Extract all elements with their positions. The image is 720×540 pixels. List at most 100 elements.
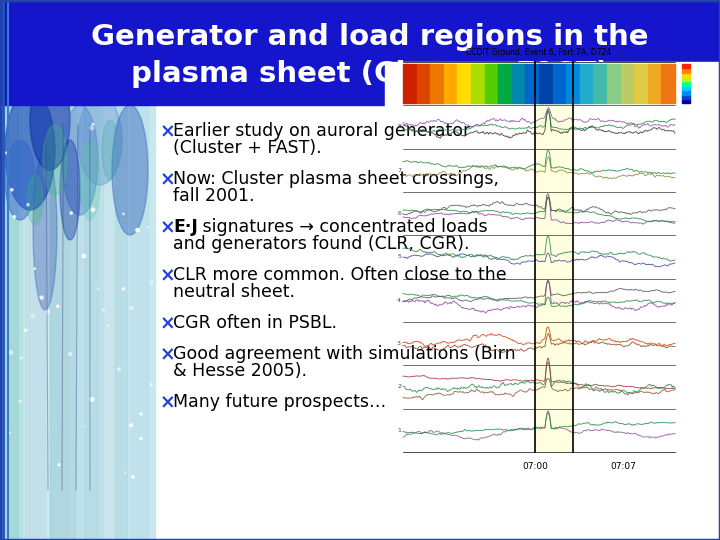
Text: 4: 4 [397,298,401,303]
Bar [658,64,662,103]
Circle shape [58,464,60,465]
Text: fall 2001.: fall 2001. [173,187,254,205]
Circle shape [150,383,152,385]
Ellipse shape [43,125,67,195]
Circle shape [57,305,59,307]
Bar [621,64,624,103]
Circle shape [118,368,120,370]
Bar [634,64,638,103]
Ellipse shape [112,105,148,235]
Ellipse shape [102,120,118,180]
Bar [566,64,570,103]
Bar [682,82,690,86]
Text: 2: 2 [397,384,401,389]
Circle shape [11,188,13,191]
Bar [100,105,120,540]
Ellipse shape [60,140,80,240]
Circle shape [130,306,133,310]
Text: 8: 8 [397,125,401,130]
Bar [454,64,458,103]
Text: CGR often in PSBL.: CGR often in PSBL. [173,314,337,332]
Bar [613,64,618,103]
Bar [431,64,434,103]
Bar [662,64,665,103]
Circle shape [20,357,22,359]
Text: Now: Cluster plasma sheet crossings,: Now: Cluster plasma sheet crossings, [173,170,499,188]
Bar [682,94,690,99]
Bar [433,64,438,103]
Bar [478,64,482,103]
Bar [617,64,621,103]
Circle shape [27,204,29,206]
Bar [532,64,536,103]
Circle shape [70,212,72,214]
Text: Many future prospects…: Many future prospects… [173,393,386,411]
Circle shape [46,310,50,313]
Circle shape [92,123,94,125]
Bar [518,64,523,103]
Circle shape [68,353,72,355]
Circle shape [9,432,10,433]
Bar [427,64,431,103]
Bar [0,105,155,540]
Text: 3: 3 [397,341,401,346]
Text: ×: × [160,393,176,412]
Circle shape [122,288,125,290]
Bar [471,64,475,103]
Bar [665,64,669,103]
Bar [467,64,472,103]
Circle shape [24,329,27,332]
Bar [512,64,516,103]
Circle shape [82,254,86,258]
Bar [457,64,462,103]
Bar [505,64,509,103]
Circle shape [9,351,12,354]
Bar [549,64,553,103]
Bar [682,86,690,90]
Text: CCDIT Ground, Event 6, Fort 7A, D724: CCDIT Ground, Event 6, Fort 7A, D724 [467,48,611,57]
Bar [600,64,604,103]
Bar [580,64,584,103]
Circle shape [130,424,132,427]
Bar [624,64,628,103]
Bar [556,64,560,103]
Bar [451,64,454,103]
Bar [682,73,690,77]
Bar [627,64,631,103]
Circle shape [150,281,153,284]
Circle shape [85,426,86,427]
Bar [611,64,614,103]
Bar [644,64,648,103]
Circle shape [34,268,35,269]
Ellipse shape [30,70,70,170]
Text: and generators found (CLR, CGR).: and generators found (CLR, CGR). [173,235,469,253]
Bar [603,64,608,103]
Circle shape [90,397,94,401]
Bar [485,64,488,103]
Bar [502,64,505,103]
Bar [563,64,567,103]
Text: signatures → concentrated loads: signatures → concentrated loads [197,218,487,236]
Bar [573,64,577,103]
Text: ×: × [160,218,176,237]
Bar [590,64,594,103]
Bar [651,64,655,103]
Bar [536,64,539,103]
Text: (Cluster + FAST).: (Cluster + FAST). [173,139,322,157]
Bar [516,64,519,103]
Ellipse shape [33,150,57,310]
Circle shape [0,327,2,329]
Bar [535,62,573,452]
Bar [559,64,563,103]
Text: ×: × [160,314,176,333]
Text: Earlier study on auroral generator: Earlier study on auroral generator [173,122,470,140]
Bar [682,77,690,82]
Bar [10,105,22,540]
Text: Good agreement with simulations (Birn: Good agreement with simulations (Birn [173,345,516,363]
Circle shape [89,126,94,130]
Bar [0,105,18,540]
Bar [607,64,611,103]
Bar [546,64,549,103]
Bar [526,64,529,103]
Bar [593,64,598,103]
